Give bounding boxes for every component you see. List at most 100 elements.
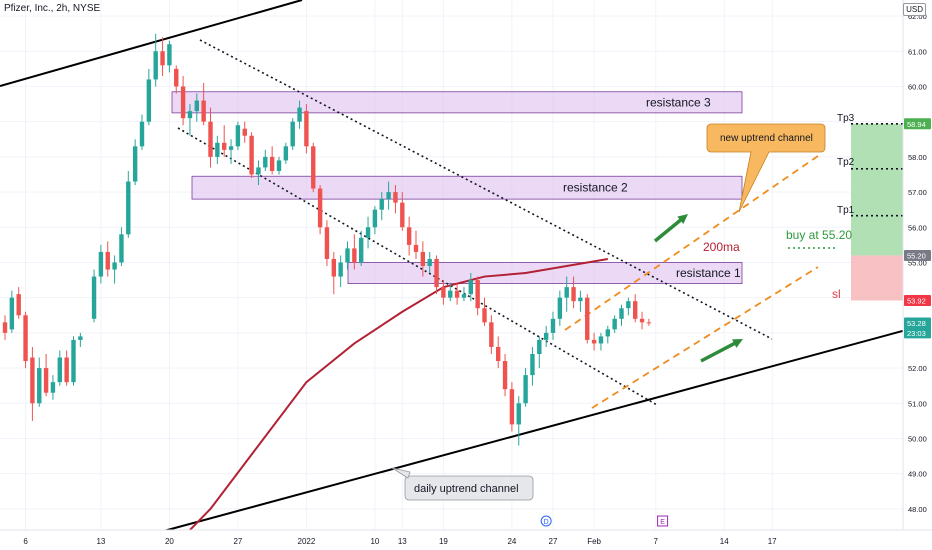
- candle-up: [557, 297, 563, 319]
- y-tick-label: 61.00: [908, 47, 927, 56]
- y-tick-label: 62.00: [908, 12, 927, 21]
- candle-up: [283, 146, 289, 161]
- candle-up: [619, 308, 624, 319]
- candle-up: [468, 280, 473, 295]
- callout-daily-uptrend-pointer: [391, 467, 411, 479]
- candle-up: [187, 111, 193, 119]
- stop-loss-zone: [851, 255, 903, 301]
- ma200-line: [169, 257, 608, 550]
- price-tag: [904, 118, 931, 130]
- candle-down: [16, 294, 21, 316]
- x-tick-label: 27: [233, 537, 242, 546]
- candle-down: [249, 135, 254, 175]
- candle-up: [297, 107, 302, 122]
- candle-up: [605, 329, 610, 337]
- candle-up: [119, 234, 124, 263]
- candle-up: [153, 51, 158, 80]
- candle-down: [509, 389, 515, 425]
- x-tick-label: 2022: [298, 537, 316, 546]
- candle-up: [386, 192, 391, 200]
- callout-daily-uptrend: daily uptrend channel: [391, 467, 534, 501]
- up-arrow-upper: [653, 217, 684, 243]
- candle-down: [64, 357, 69, 383]
- daily-uptrend-line: [159, 322, 932, 533]
- new-uptrend-lower: [591, 266, 819, 409]
- candle-down: [496, 346, 501, 362]
- resistance-3-label: resistance 3: [646, 95, 711, 109]
- earnings-marker: [657, 515, 669, 527]
- channel-top-line: [0, 0, 303, 87]
- price-tag-label: 55.20: [907, 251, 926, 260]
- candle-up: [372, 209, 378, 228]
- earnings-marker-label: E: [660, 519, 665, 526]
- x-tick-label: 6: [23, 537, 28, 546]
- candle-down: [400, 202, 405, 228]
- y-tick-label: 55.00: [908, 258, 927, 267]
- candle-up: [112, 262, 117, 270]
- candle-up: [626, 301, 631, 309]
- price-tag-label: 53.92: [907, 296, 926, 305]
- new-uptrend-upper: [564, 155, 819, 331]
- candle-up: [215, 142, 220, 157]
- candle-down: [222, 142, 227, 150]
- candle-up: [461, 294, 467, 298]
- y-tick-label: 56.00: [908, 223, 927, 232]
- candle-up: [365, 227, 371, 238]
- candle-down: [420, 251, 426, 266]
- candle-up: [263, 156, 268, 168]
- candle-down: [43, 368, 49, 393]
- candle-up: [345, 248, 350, 263]
- candle-up: [290, 121, 295, 147]
- candle-down: [208, 121, 213, 157]
- candle-down: [242, 128, 247, 136]
- y-tick-label: 58.00: [908, 153, 927, 162]
- x-tick-label: 19: [439, 537, 448, 546]
- resistance-1: [347, 262, 743, 285]
- y-tick-label: 60.00: [908, 82, 927, 91]
- buy-label: buy at 55.20: [786, 228, 852, 242]
- candle-up: [598, 336, 604, 344]
- candle-down: [105, 251, 110, 270]
- candle-down: [201, 100, 206, 122]
- candle-up: [91, 276, 97, 319]
- x-tick-label: 24: [507, 537, 516, 546]
- candle-up: [78, 336, 83, 340]
- candle-up: [228, 146, 234, 150]
- y-tick-label: 50.00: [908, 434, 927, 443]
- candle-up: [132, 146, 138, 182]
- candle-down: [441, 287, 446, 298]
- candle-down: [23, 315, 28, 362]
- tp3-label: Tp3: [837, 113, 855, 124]
- candle-up: [530, 354, 535, 376]
- take-profit-zone: [851, 123, 903, 256]
- candle-down: [591, 339, 597, 344]
- x-tick-label: 17: [768, 537, 777, 546]
- candle-up: [146, 79, 152, 122]
- currency-label[interactable]: USD: [903, 3, 926, 16]
- candle-down: [413, 244, 419, 252]
- x-tick-label: 7: [654, 537, 659, 546]
- x-tick-label: 14: [720, 537, 729, 546]
- candle-up: [98, 251, 104, 277]
- candle-down: [324, 227, 330, 259]
- y-tick-label: 49.00: [908, 470, 927, 479]
- price-tag-label: 53.28: [907, 319, 926, 328]
- candle-down: [393, 192, 398, 203]
- candle-up: [612, 318, 617, 330]
- candle-up: [550, 318, 556, 333]
- candle-up: [37, 368, 42, 404]
- candle-down: [646, 322, 652, 324]
- candle-down: [2, 322, 8, 333]
- ma200-label: 200ma: [703, 240, 740, 254]
- candle-up: [537, 339, 542, 354]
- resistance-1-label: resistance 1: [676, 266, 741, 280]
- candle-down: [304, 111, 309, 147]
- candle-down: [352, 248, 357, 263]
- candle-up: [564, 287, 569, 298]
- price-tag-label: 23:03: [907, 329, 926, 338]
- price-axis-bg: [903, 0, 932, 550]
- x-tick-label: 10: [370, 537, 379, 546]
- candle-up: [516, 403, 521, 425]
